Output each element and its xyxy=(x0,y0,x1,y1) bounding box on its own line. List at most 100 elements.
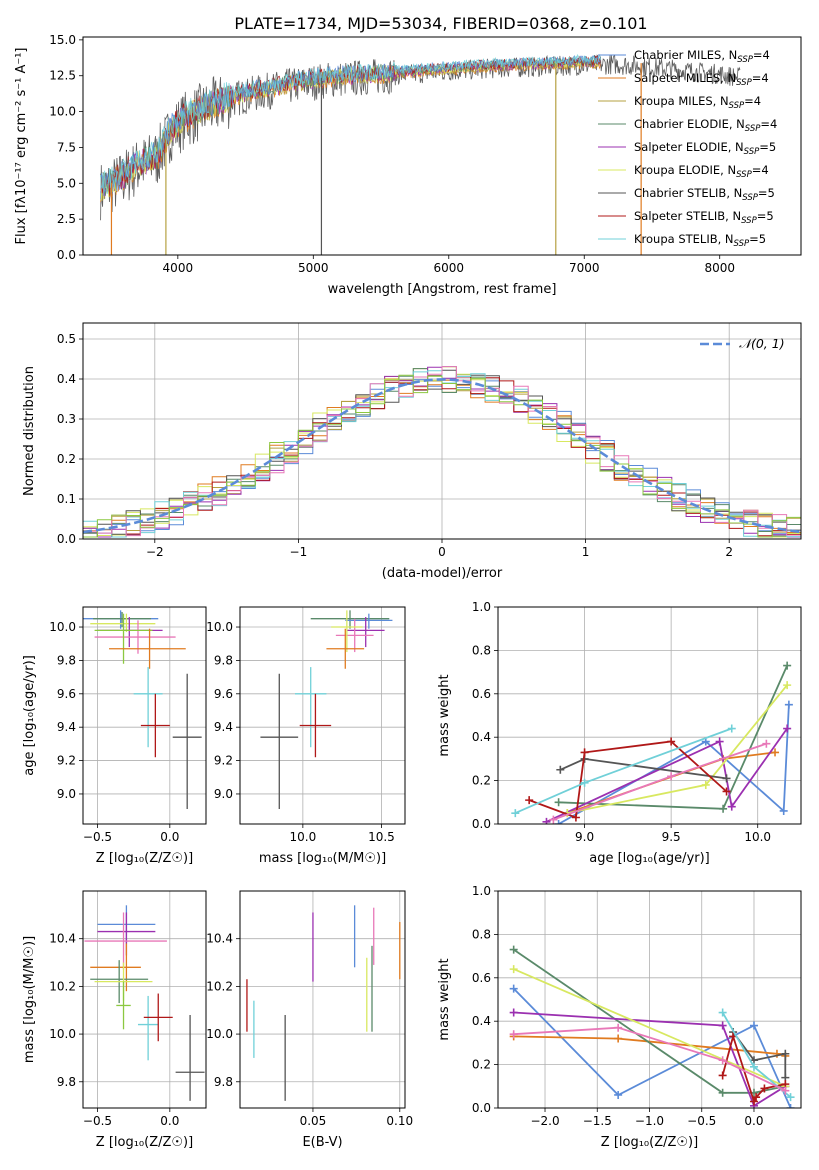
y-tick-label: 10.0 xyxy=(206,1027,233,1041)
weight-series-line xyxy=(513,987,792,1108)
weight-point xyxy=(554,820,563,824)
x-tick-label: 6000 xyxy=(434,261,465,275)
weight-point xyxy=(784,700,793,709)
weight-point xyxy=(762,739,771,748)
y-tick-label: 15.0 xyxy=(49,33,76,47)
y-tick-label: 0.0 xyxy=(57,532,76,546)
legend-label-tail: =5 xyxy=(759,140,776,154)
legend-label: Salpeter ELODIE, NSSP=5 xyxy=(634,140,776,157)
weight_vs_age-plot-area xyxy=(511,661,793,824)
y-tick-label: 0.2 xyxy=(472,774,491,788)
residuals-panel: −2 −1 0 1 2 0.0 0.1 0.2 0.3 0.4 0.5 (data-model)/er… xyxy=(22,322,802,581)
legend-label: Salpeter STELIB, NSSP=5 xyxy=(634,209,774,226)
legend-label-tail: =4 xyxy=(752,71,769,85)
x-tick-label: 4000 xyxy=(163,261,194,275)
normal-curve xyxy=(83,378,801,534)
x-tick-label: 10.5 xyxy=(368,830,395,844)
legend-label: 𝒩(0, 1) xyxy=(739,336,785,351)
age_vs_mass-xlabel: mass [log₁₀(M/M☉)] xyxy=(259,851,386,866)
weight-point xyxy=(781,1086,790,1095)
axes-frame xyxy=(82,606,207,825)
x-tick-label: 9.0 xyxy=(575,830,594,844)
legend-label: Kroupa STELIB, NSSP=5 xyxy=(634,232,766,249)
weight-point xyxy=(783,661,792,670)
y-tick-label: 9.8 xyxy=(214,653,233,667)
weight-series-line xyxy=(546,727,788,823)
x-tick-label: −1.5 xyxy=(583,1114,612,1128)
legend-label: Chabrier STELIB, NSSP=5 xyxy=(634,186,775,203)
legend-label-tail: =5 xyxy=(758,186,775,200)
axes-frame xyxy=(82,322,802,540)
weight_vs_Z-ylabel: mass weight xyxy=(437,958,452,1040)
mass_vs_Z-xlabel: Z [log₁₀(Z/Z☉)] xyxy=(96,1135,193,1150)
weight-series-line xyxy=(513,1026,786,1092)
weight-point xyxy=(786,1104,795,1108)
weight-point xyxy=(752,1093,761,1102)
axes-frame xyxy=(497,606,802,825)
legend-label-tail: =4 xyxy=(752,163,769,177)
y-tick-label: 0.0 xyxy=(472,817,491,831)
weight-point xyxy=(667,737,676,746)
y-tick-label: 9.6 xyxy=(214,687,233,701)
x-tick-label: −2.0 xyxy=(530,1114,559,1128)
weight-point xyxy=(786,1093,795,1102)
y-tick-label: 0.4 xyxy=(472,1014,491,1028)
x-tick-label: 9.5 xyxy=(662,830,681,844)
y-tick-label: 0.6 xyxy=(472,971,491,985)
x-tick-label: −0.5 xyxy=(83,830,112,844)
x-tick-label: 5000 xyxy=(298,261,329,275)
legend-label-tail: =5 xyxy=(757,209,774,223)
weight_vs_age-ylabel: mass weight xyxy=(437,674,452,756)
weight-point xyxy=(614,1023,623,1032)
age_vs_mass-panel: 10.0 10.5 9.0 9.2 9.4 9.6 9.8 10.0 mass [log₁₀(M… xyxy=(206,606,406,866)
y-tick-label: 0.2 xyxy=(57,452,76,466)
axes-frame xyxy=(239,890,406,1109)
spectrum-xlabel: wavelength [Angstrom, rest frame] xyxy=(328,282,557,297)
y-tick-label: 9.8 xyxy=(57,653,76,667)
y-tick-label: 10.0 xyxy=(49,620,76,634)
x-tick-label: 8000 xyxy=(704,261,735,275)
legend-subscript: SSP xyxy=(744,147,760,157)
legend-subscript: SSP xyxy=(737,55,753,65)
y-tick-label: 10.4 xyxy=(49,932,76,946)
x-tick-label: −2 xyxy=(146,545,164,559)
y-tick-label: 0.1 xyxy=(57,492,76,506)
y-tick-label: 0.6 xyxy=(472,687,491,701)
x-tick-label: 1 xyxy=(582,545,590,559)
x-tick-label: 0.10 xyxy=(386,1114,413,1128)
y-tick-label: 9.2 xyxy=(57,754,76,768)
residuals-plot-area xyxy=(83,366,801,538)
weight-point xyxy=(554,798,563,807)
x-tick-label: 0.05 xyxy=(300,1114,327,1128)
legend-label: Kroupa ELODIE, NSSP=4 xyxy=(634,163,769,180)
y-tick-label: 0.8 xyxy=(472,643,491,657)
age_vs_Z-panel: −0.5 0.0 9.0 9.2 9.4 9.6 9.8 10.0 Z [log₁₀(Z/Z☉)… xyxy=(22,606,207,866)
weight-point xyxy=(718,1008,727,1017)
weight-point xyxy=(722,774,731,783)
weight-point xyxy=(571,813,580,822)
weight-point xyxy=(509,965,518,974)
x-tick-label: 10.0 xyxy=(744,830,771,844)
residuals-ylabel: Normed distribution xyxy=(22,366,37,496)
weight_vs_age-panel: 9.0 9.5 10.0 0.0 0.2 0.4 0.6 0.8 1.0 age [log₁₀(a… xyxy=(437,600,802,866)
y-tick-label: 10.2 xyxy=(206,979,233,993)
weight-point xyxy=(556,765,565,774)
x-tick-label: 0.0 xyxy=(160,830,179,844)
weight-point xyxy=(727,724,736,733)
legend-label-tail: =4 xyxy=(760,117,777,131)
axes-frame xyxy=(239,606,406,825)
y-tick-label: 10.4 xyxy=(206,932,233,946)
weight-point xyxy=(542,817,551,824)
weight-series-line xyxy=(513,968,786,1088)
y-tick-label: 9.4 xyxy=(57,720,76,734)
age_vs_Z-ylabel: age [log₁₀(age/yr)] xyxy=(22,655,37,776)
y-tick-label: 2.5 xyxy=(57,212,76,226)
legend-subscript: SSP xyxy=(736,170,752,180)
legend-label: Chabrier MILES, NSSP=4 xyxy=(634,48,770,65)
weight-point xyxy=(667,772,676,781)
legend-subscript: SSP xyxy=(734,239,750,249)
mass_vs_EBV-xlabel: E(B-V) xyxy=(302,1135,342,1150)
y-tick-label: 0.0 xyxy=(472,1101,491,1115)
x-tick-label: 2 xyxy=(725,545,733,559)
y-tick-label: 0.0 xyxy=(57,248,76,262)
